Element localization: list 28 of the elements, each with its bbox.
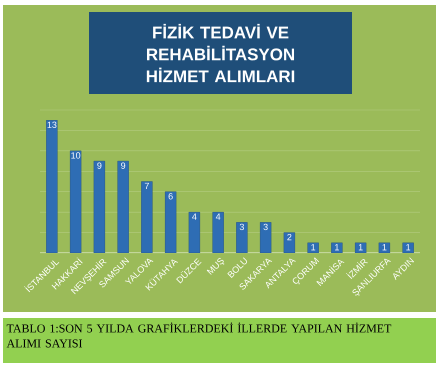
bar bbox=[94, 160, 106, 253]
data-label: 9 bbox=[97, 162, 102, 169]
chart-title: FİZİK TEDAVİ VE REHABİLİTASYON HİZMET ALIMLARI bbox=[146, 24, 294, 82]
bar bbox=[164, 192, 176, 253]
data-label: 1 bbox=[358, 244, 363, 250]
bar bbox=[70, 150, 82, 253]
data-label: 3 bbox=[263, 224, 268, 230]
data-label: 13 bbox=[48, 122, 56, 128]
text: TABLO 1:SON 5 YILDA GRAFİKLERDEKİ İLLERDE YAPILAN HİZMET ALIMI SAYISI bbox=[6, 322, 392, 348]
data-label: 10 bbox=[71, 152, 80, 159]
bar bbox=[236, 222, 248, 253]
bar bbox=[212, 212, 224, 253]
data-label: 3 bbox=[240, 224, 244, 230]
data-label: 4 bbox=[216, 214, 220, 220]
data-label: 2 bbox=[287, 234, 292, 240]
bar bbox=[188, 212, 200, 253]
data-label: 4 bbox=[192, 214, 197, 220]
data-label: 1 bbox=[311, 244, 316, 250]
bar bbox=[46, 120, 58, 253]
data-label: 9 bbox=[121, 162, 126, 169]
bar bbox=[260, 222, 272, 253]
data-label: 1 bbox=[382, 244, 386, 250]
bar bbox=[141, 181, 153, 253]
data-label: 6 bbox=[168, 193, 173, 200]
data-label: 7 bbox=[144, 182, 149, 190]
data-label: 1 bbox=[335, 244, 339, 250]
bar bbox=[117, 160, 129, 253]
data-label: 1 bbox=[406, 244, 410, 250]
